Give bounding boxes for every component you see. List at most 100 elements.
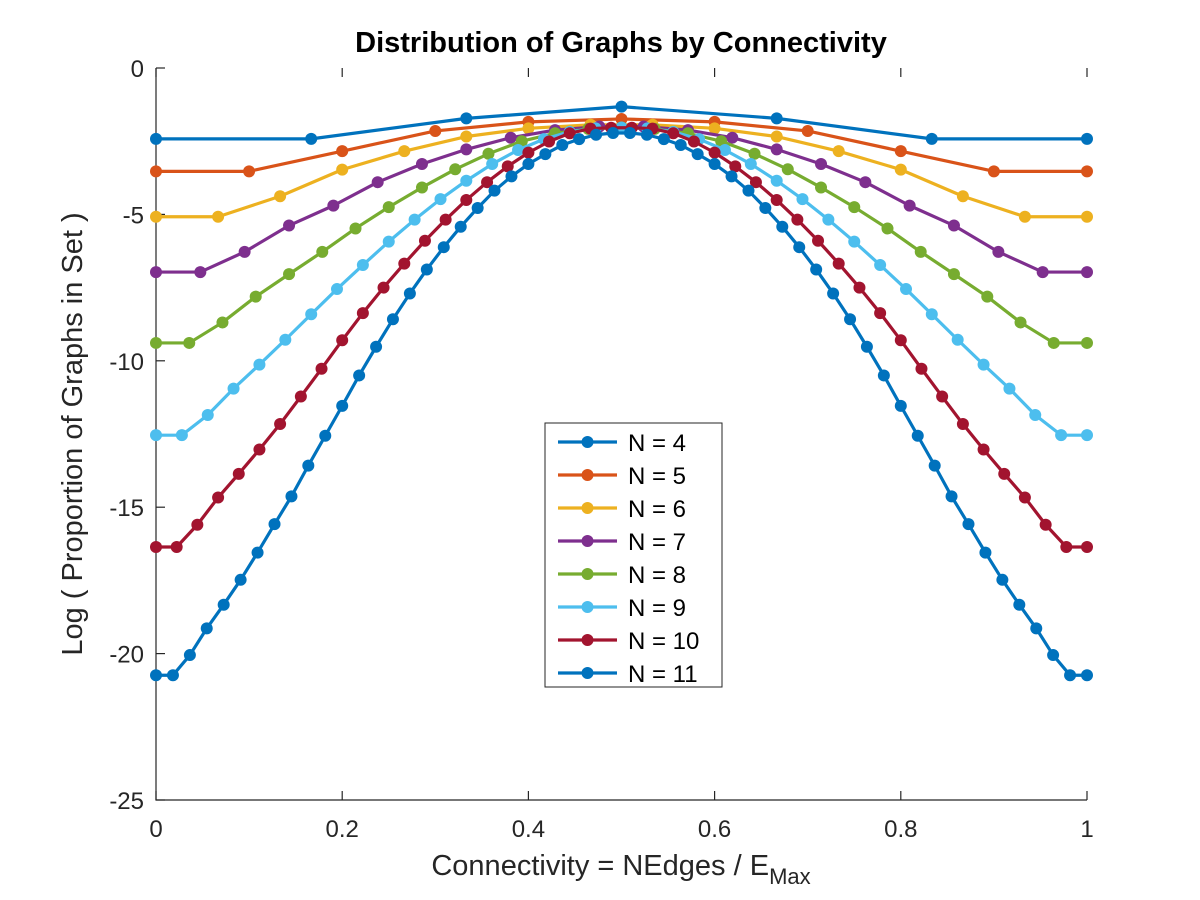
data-point (900, 283, 913, 296)
data-point (243, 165, 256, 178)
data-point (563, 127, 576, 140)
y-tick-label: 0 (131, 56, 144, 83)
data-point (1081, 210, 1093, 223)
legend-item: N = 5 (558, 463, 686, 490)
data-point (770, 130, 783, 143)
data-point (556, 139, 569, 152)
data-point (486, 158, 499, 171)
series-line (156, 124, 1087, 274)
data-point (615, 112, 628, 125)
x-tick-label: 0.8 (884, 816, 917, 843)
chart-title: Distribution of Graphs by Connectivity (355, 27, 887, 59)
data-point (911, 429, 924, 442)
data-point (471, 201, 484, 214)
data-point (349, 222, 362, 235)
y-tick-label: -10 (109, 349, 144, 376)
data-point (170, 541, 183, 554)
legend-label: N = 5 (628, 463, 686, 490)
data-point (691, 148, 704, 161)
data-point (791, 213, 804, 226)
data-point (708, 146, 721, 159)
data-point (815, 158, 828, 171)
data-point (1047, 649, 1060, 662)
data-point (408, 213, 421, 226)
data-point (590, 128, 603, 141)
data-point (460, 130, 473, 143)
data-point (894, 163, 907, 176)
data-point (377, 281, 390, 294)
y-axis-title: Log ( Proportion of Graphs in Set ) (57, 212, 89, 655)
data-point (227, 382, 240, 395)
data-point (353, 369, 366, 382)
legend-item: N = 7 (558, 529, 686, 556)
data-point (1018, 491, 1031, 504)
data-point (827, 287, 840, 300)
x-axis-title-subscript: Max (769, 864, 811, 889)
legend-label: N = 6 (628, 496, 686, 523)
data-point (708, 158, 721, 171)
data-point (420, 263, 433, 276)
data-point (832, 257, 845, 270)
data-point (1064, 669, 1077, 682)
data-point (810, 263, 823, 276)
data-point (175, 429, 188, 442)
x-tick-label: 0.2 (326, 816, 359, 843)
legend-swatch-marker (581, 535, 594, 547)
data-point (234, 573, 247, 586)
data-point (437, 241, 450, 254)
data-point (877, 369, 890, 382)
x-axis: 0 0.2 0.4 0.6 0.8 1 (149, 68, 1094, 843)
data-point (848, 201, 861, 214)
data-point (316, 245, 329, 258)
data-point (977, 443, 990, 456)
data-point (744, 158, 757, 171)
data-point (232, 467, 245, 480)
data-point (194, 266, 207, 279)
data-point (330, 283, 343, 296)
data-point (1081, 336, 1093, 349)
data-point (894, 145, 907, 158)
series-4 (150, 120, 1093, 279)
x-axis-title-main: Connectivity = NEdges / E (431, 850, 769, 882)
data-point (874, 307, 887, 320)
data-point (848, 235, 861, 248)
data-point (860, 340, 873, 353)
data-point (501, 160, 514, 173)
data-point (1081, 429, 1093, 442)
data-point (201, 408, 214, 421)
data-point (382, 235, 395, 248)
series-6 (150, 121, 1093, 442)
data-point (302, 459, 315, 472)
data-point (996, 573, 1009, 586)
data-point (687, 135, 700, 148)
data-point (249, 290, 262, 303)
legend-swatch-marker (581, 502, 594, 514)
data-point (607, 127, 620, 139)
data-point (822, 213, 835, 226)
data-point (844, 313, 857, 326)
plot-area: 0 0.2 0.4 0.6 0.8 1 0 -5 -10 -15 -20 -25 (109, 56, 1093, 843)
data-point (1081, 165, 1093, 178)
data-point (1029, 408, 1042, 421)
data-point (382, 201, 395, 214)
data-point (657, 133, 670, 146)
y-tick-label: -20 (109, 642, 144, 669)
legend-label: N = 10 (628, 628, 699, 655)
data-point (1055, 429, 1068, 442)
data-point (274, 418, 287, 431)
data-point (336, 399, 349, 412)
data-point (1047, 336, 1060, 349)
data-point (449, 163, 462, 176)
legend-swatch-marker (581, 634, 594, 646)
y-tick-label: -5 (123, 202, 144, 229)
data-point (150, 669, 162, 682)
data-point (543, 135, 556, 148)
data-point (979, 546, 992, 559)
data-point (1036, 266, 1049, 279)
data-point (315, 362, 328, 375)
legend-swatch-marker (581, 469, 594, 481)
legend-label: N = 11 (628, 661, 698, 688)
data-point (987, 165, 1000, 178)
data-point (947, 268, 960, 281)
